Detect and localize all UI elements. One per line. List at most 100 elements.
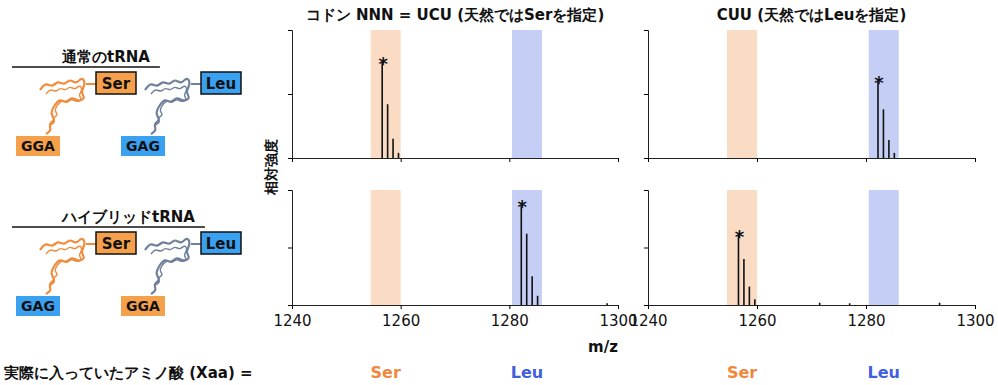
peak: [849, 303, 851, 305]
plot-area: [371, 190, 607, 305]
peak: [520, 205, 522, 305]
trna-panel-title: ハイブリッドtRNA: [61, 208, 195, 226]
x-tick: 1260: [738, 305, 776, 330]
x-tick: 1240: [273, 305, 311, 330]
x-tick-label: 1280: [847, 312, 885, 330]
band-label: Leu: [511, 363, 543, 382]
x-tick: [401, 158, 402, 162]
y-tick-mark: [288, 190, 292, 191]
trna: Leu GGA: [121, 232, 241, 316]
peak-annotation: *: [874, 72, 884, 93]
y-tick: [288, 94, 292, 95]
panel-title: CUU (天然ではLeuを指定): [717, 6, 907, 24]
x-tick: [866, 158, 867, 162]
band-label: Ser: [371, 363, 401, 382]
y-axis: [288, 191, 293, 306]
footer-label: 実際に入っていたアミノ酸 (Xaa) =: [3, 364, 253, 382]
panel: * CUU (天然ではLeuを指定): [644, 6, 976, 162]
x-axis-line: [293, 306, 619, 310]
x-tick-mark: [401, 158, 402, 162]
y-tick: [644, 190, 648, 191]
title-underline: [12, 226, 205, 228]
x-tick: 1240: [629, 305, 667, 330]
highlight-band: [512, 190, 542, 305]
trna-stem: [191, 243, 201, 245]
peak: [754, 299, 756, 305]
x-tick-label: 1240: [273, 312, 311, 330]
title-underline: [12, 66, 160, 68]
y-axis-title: 相対強度: [263, 139, 279, 196]
highlight-band: [727, 190, 757, 305]
x-tick-mark: [401, 305, 402, 309]
plot-area: [727, 30, 899, 158]
peak: [939, 303, 941, 305]
x-tick-mark: [509, 305, 510, 309]
trna-stem: [191, 83, 201, 85]
y-tick: [288, 248, 292, 249]
trna-body-inner: [151, 246, 187, 285]
highlight-band: [371, 30, 401, 158]
band-label: Ser: [727, 363, 757, 382]
trna: LeuGAG: [121, 72, 241, 156]
trna-body: [145, 239, 189, 294]
peak: [743, 259, 745, 305]
trna-panel: ハイブリッドtRNA SerGAG Leu GGA: [12, 208, 241, 316]
y-tick: [644, 305, 648, 306]
x-tick: [975, 158, 976, 162]
x-axis-line: [293, 159, 619, 163]
y-axis-line: [644, 191, 649, 306]
trna-body: [145, 79, 189, 134]
x-tick-label: 1240: [629, 312, 667, 330]
amino-acid-label: Leu: [206, 75, 236, 93]
y-tick-mark: [288, 94, 292, 95]
plot-area: [371, 30, 542, 158]
x-axis-line: [649, 306, 976, 310]
anticodon-box: [16, 296, 60, 316]
y-tick: [644, 30, 648, 31]
peak: [537, 296, 539, 305]
peak: [819, 303, 821, 305]
y-tick-mark: [288, 158, 292, 159]
figure: * コドン NNN = UCU (天然ではSerを指定) * CUU (天然ではLeu…: [0, 0, 998, 385]
anticodon-box: [121, 136, 165, 156]
trna-panel: 通常のtRNASerGGALeuGAG: [12, 48, 241, 156]
peak: [392, 139, 394, 158]
x-tick-label: 1280: [491, 312, 529, 330]
peak: [531, 276, 533, 305]
anticodon-label: GGA: [126, 298, 160, 314]
amino-acid-label: Ser: [102, 75, 131, 93]
panel: 1240126012801300 * Ser Leu: [273, 190, 637, 382]
y-tick-mark: [644, 248, 648, 249]
panel: 1240126012801300*SerLeu: [629, 190, 994, 382]
x-axis-line: [649, 159, 976, 163]
amino-acid-box: [96, 232, 136, 254]
trna-body: [40, 79, 84, 134]
peak: [894, 153, 896, 158]
peak-annotation: *: [518, 196, 528, 217]
y-tick: [288, 30, 292, 31]
trna-stem: [86, 243, 96, 245]
highlight-band: [371, 190, 401, 305]
x-tick: [509, 158, 510, 162]
x-tick-label: 1300: [956, 312, 994, 330]
trna: Ser GGA: [16, 72, 136, 156]
panel-title: コドン NNN = UCU (天然ではSerを指定): [306, 6, 605, 24]
amino-acid-box: [201, 232, 241, 254]
y-tick: [644, 158, 648, 159]
y-tick: [288, 158, 292, 159]
y-tick-mark: [644, 190, 648, 191]
y-axis: [644, 191, 649, 306]
amino-acid-label: Leu: [206, 235, 236, 253]
y-axis-line: [644, 31, 649, 159]
y-axis: [288, 31, 293, 159]
amino-acid-box: [96, 72, 136, 94]
anticodon-label: GGA: [21, 138, 55, 154]
x-tick-mark: [866, 305, 867, 309]
y-axis-line: [288, 31, 293, 159]
peak: [398, 153, 400, 158]
highlight-band: [512, 30, 542, 158]
trna: SerGAG: [16, 232, 136, 316]
x-axis: 1240126012801300: [273, 305, 637, 330]
x-tick: 1280: [847, 305, 885, 330]
x-tick-mark: [866, 158, 867, 162]
